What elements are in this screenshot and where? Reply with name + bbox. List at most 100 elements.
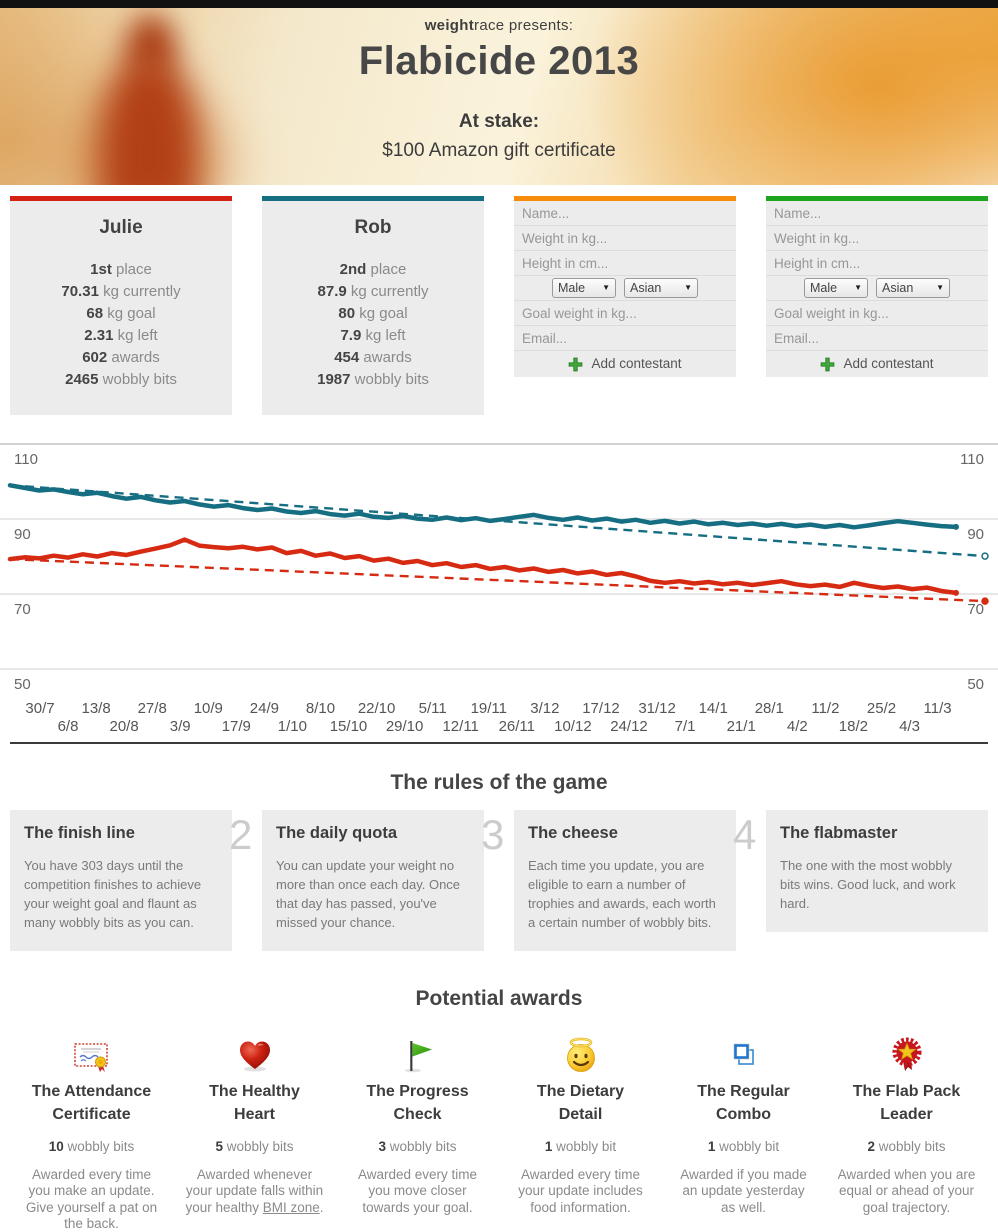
svg-text:26/11: 26/11: [499, 718, 535, 735]
svg-text:19/11: 19/11: [471, 700, 507, 717]
award-description: Awarded if you made an update yesterday …: [680, 1167, 807, 1215]
combo-windows-icon: [662, 1035, 825, 1073]
award-attendance-certificate: The Attendance Certificate 10 wobbly bit…: [10, 1035, 173, 1232]
weight-input[interactable]: [514, 226, 736, 250]
contestant-name: Rob: [354, 217, 392, 238]
award-bits: 1 wobbly bit: [544, 1139, 617, 1155]
stat-kg-left: 2.31 kg left: [84, 327, 158, 344]
svg-text:7/1: 7/1: [675, 718, 696, 735]
rule-title: The flabmaster: [780, 824, 898, 842]
svg-text:17/12: 17/12: [582, 700, 620, 717]
email-input[interactable]: [514, 326, 736, 350]
award-title: The Regular Combo: [697, 1083, 790, 1123]
name-input[interactable]: [514, 201, 736, 225]
rosette-icon: [825, 1035, 988, 1073]
svg-text:1/10: 1/10: [278, 718, 307, 735]
header-banner: weightrace presents: Flabicide 2013 At s…: [0, 8, 998, 185]
rule-card-daily-quota: 2 The daily quota You can update your we…: [229, 810, 484, 952]
ethnicity-select[interactable]: Asian ▼: [876, 278, 950, 298]
email-input[interactable]: [766, 326, 988, 350]
svg-text:15/10: 15/10: [330, 718, 368, 735]
card-accent-bar: [514, 196, 736, 201]
svg-text:13/8: 13/8: [81, 700, 110, 717]
award-bits: 2 wobbly bits: [867, 1139, 946, 1155]
stat-awards: 602 awards: [82, 349, 160, 366]
svg-text:22/10: 22/10: [358, 700, 396, 717]
page-title: Flabicide 2013: [358, 39, 640, 83]
award-title: The Flab Pack Leader: [852, 1083, 961, 1123]
height-input[interactable]: [514, 251, 736, 275]
svg-text:24/12: 24/12: [610, 718, 648, 735]
stat-goal-weight: 68 kg goal: [86, 305, 156, 322]
svg-text:20/8: 20/8: [109, 718, 138, 735]
stat-goal-weight: 80 kg goal: [338, 305, 408, 322]
rule-title: The cheese: [528, 824, 618, 842]
svg-text:5/11: 5/11: [419, 700, 447, 717]
brand-name-bold: weight: [424, 17, 475, 34]
rule-body: The one with the most wobbly bits wins. …: [780, 858, 956, 912]
plus-icon: [821, 357, 835, 371]
name-input[interactable]: [766, 201, 988, 225]
card-accent-bar: [766, 196, 988, 201]
award-healthy-heart: The Healthy Heart 5 wobbly bits Awarded …: [173, 1035, 336, 1232]
heart-icon: [173, 1035, 336, 1073]
plus-icon: [569, 357, 583, 371]
stat-current-weight: 87.9 kg currently: [317, 283, 429, 300]
presents-line: weightrace presents:: [0, 8, 998, 34]
svg-text:4/3: 4/3: [899, 718, 920, 735]
svg-text:18/2: 18/2: [839, 718, 868, 735]
svg-text:14/1: 14/1: [699, 700, 728, 717]
add-contestant-form-2: Male▼ Asian▼ Add contestant: [766, 196, 988, 377]
goal-weight-input[interactable]: [514, 301, 736, 325]
stat-wobbly-bits: 2465 wobbly bits: [65, 371, 177, 388]
svg-text:21/1: 21/1: [727, 718, 756, 735]
chevron-down-icon: ▼: [854, 283, 862, 292]
svg-text:8/10: 8/10: [306, 700, 335, 717]
award-description: Awarded every time you move closer towar…: [357, 1167, 478, 1215]
rule-number: 4: [733, 811, 757, 858]
rule-body: You have 303 days until the competition …: [24, 858, 202, 931]
award-description: Awarded every time your update includes …: [518, 1167, 643, 1215]
add-contestant-button[interactable]: Add contestant: [514, 351, 736, 377]
ethnicity-select[interactable]: Asian ▼: [624, 278, 698, 298]
svg-text:11/3: 11/3: [924, 700, 952, 717]
award-title: The Attendance Certificate: [31, 1083, 152, 1123]
silhouette-body: [100, 54, 198, 185]
rule-body: Each time you update, you are eligible t…: [528, 858, 716, 931]
svg-text:28/1: 28/1: [755, 700, 784, 717]
rule-card-flabmaster: 4 The flabmaster The one with the most w…: [733, 810, 988, 933]
gender-select[interactable]: Male ▼: [552, 278, 616, 298]
svg-text:6/8: 6/8: [58, 718, 79, 735]
rule-title: The finish line: [24, 824, 135, 842]
award-title: The Progress Check: [366, 1083, 469, 1123]
at-stake-label: At stake:: [458, 111, 540, 132]
bmi-zone-link[interactable]: BMI zone: [262, 1199, 320, 1215]
goal-weight-input[interactable]: [766, 301, 988, 325]
svg-text:27/8: 27/8: [138, 700, 167, 717]
svg-text:17/9: 17/9: [222, 718, 251, 735]
award-bits: 3 wobbly bits: [378, 1139, 457, 1155]
add-contestant-form-1: Male▼ Asian▼ Add contestant: [514, 196, 736, 377]
height-input[interactable]: [766, 251, 988, 275]
weight-input[interactable]: [766, 226, 988, 250]
award-title: The Dietary Detail: [536, 1083, 625, 1123]
svg-text:10/9: 10/9: [194, 700, 223, 717]
svg-text:10/12: 10/12: [554, 718, 592, 735]
contestant-name: Julie: [99, 217, 143, 238]
stat-wobbly-bits: 1987 wobbly bits: [317, 371, 429, 388]
rule-card-finish-line: The finish line You have 303 days until …: [10, 810, 232, 952]
stat-place: 1st place: [90, 261, 152, 278]
add-contestant-button[interactable]: Add contestant: [766, 351, 988, 377]
halo-smiley-icon: [499, 1035, 662, 1073]
weight-chart-svg: 110 110 90 90 70 70 50 50 30/7 13/8 27/8 10/9 24/9 8/…: [0, 443, 998, 735]
svg-text:90: 90: [14, 526, 31, 543]
stat-current-weight: 70.31 kg currently: [61, 283, 181, 300]
svg-text:90: 90: [967, 526, 984, 543]
gender-select[interactable]: Male ▼: [804, 278, 868, 298]
rule-title: The daily quota: [276, 824, 398, 842]
svg-text:4/2: 4/2: [787, 718, 808, 735]
add-contestant-label: Add contestant: [591, 356, 682, 371]
award-regular-combo: The Regular Combo 1 wobbly bit Awarded i…: [662, 1035, 825, 1232]
svg-text:12/11: 12/11: [442, 718, 478, 735]
award-description: Awarded when you are equal or ahead of y…: [837, 1167, 976, 1215]
